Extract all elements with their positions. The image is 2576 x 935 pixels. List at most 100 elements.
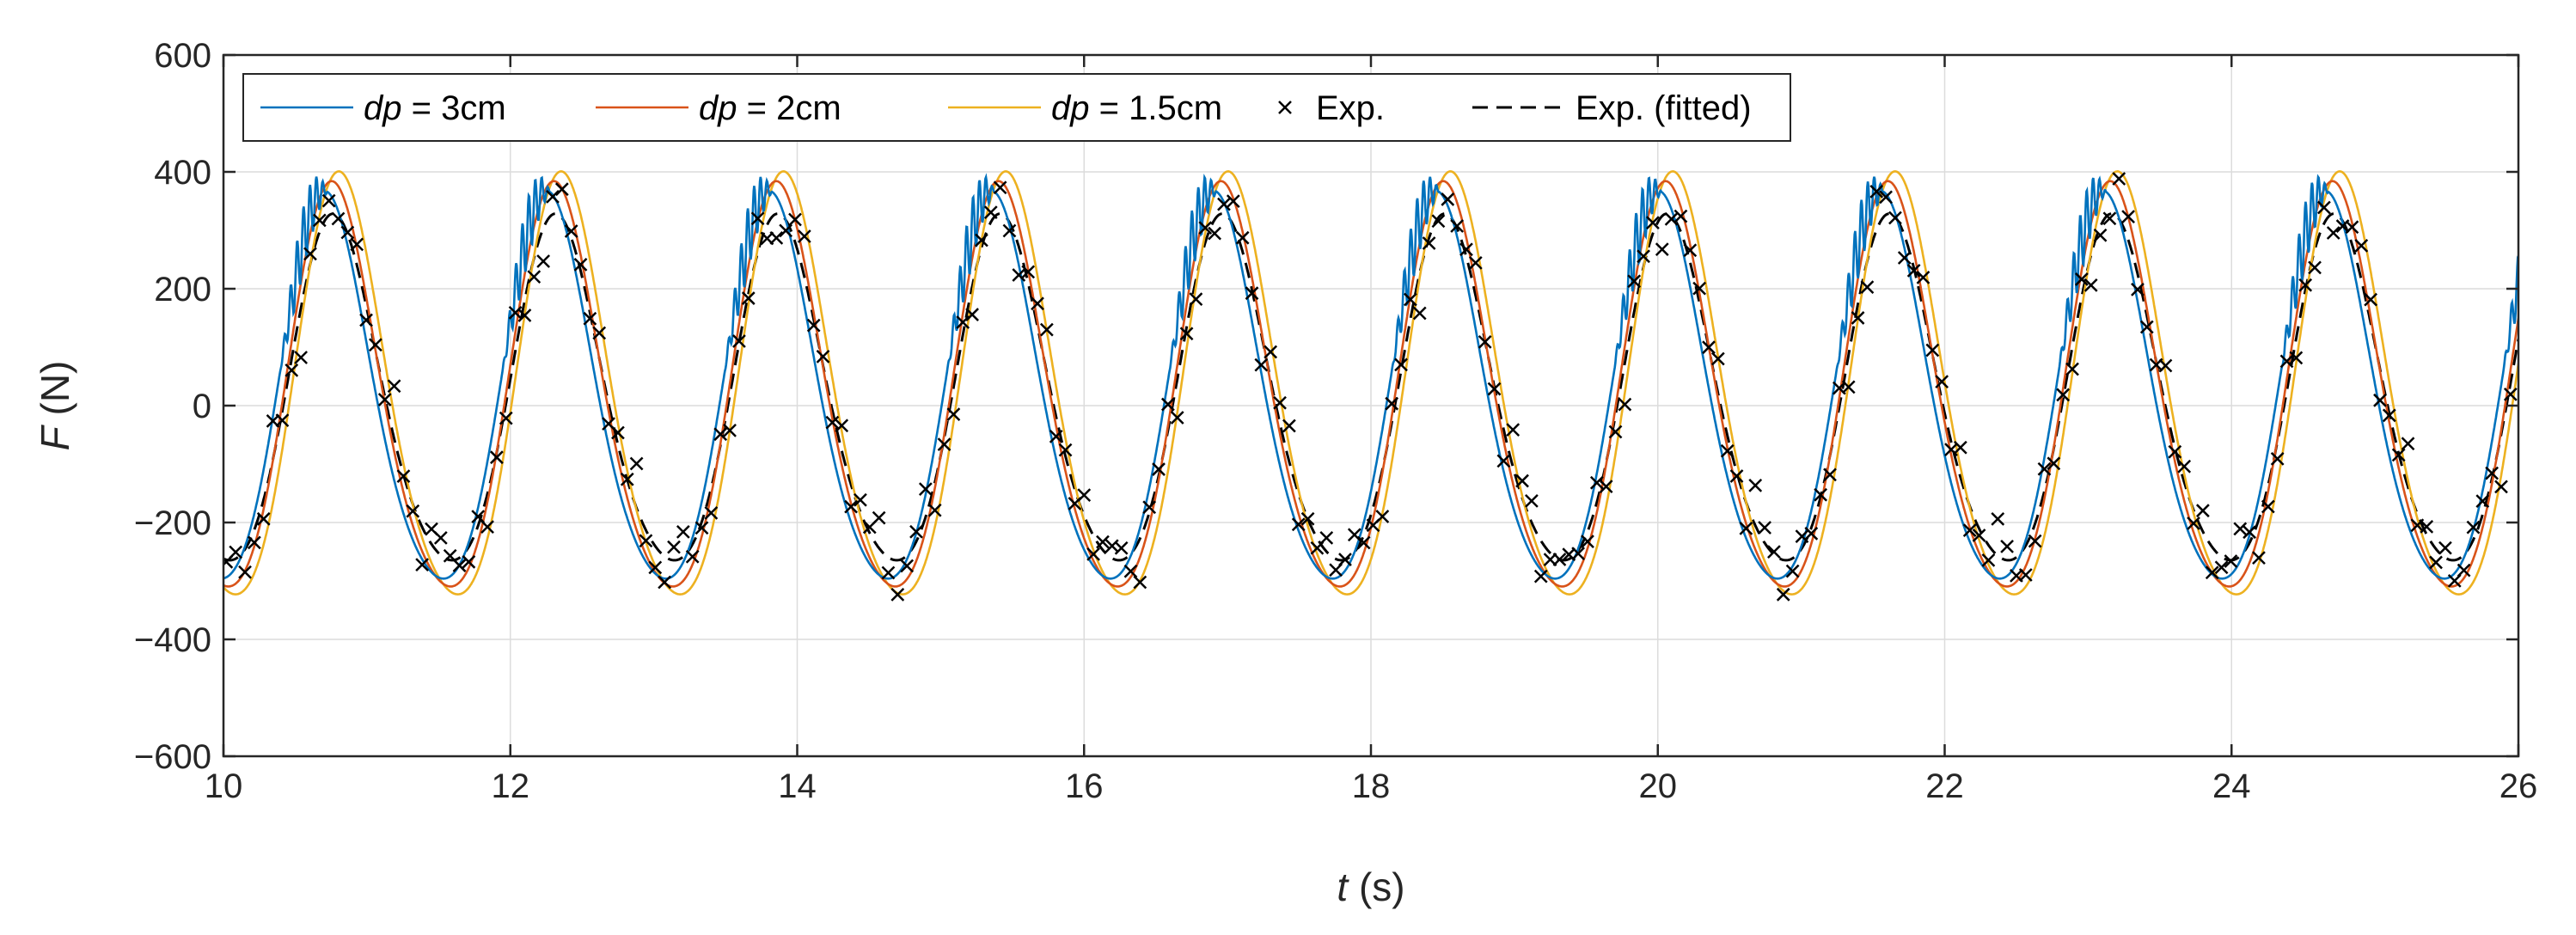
exp-marker xyxy=(946,407,961,421)
exp-marker xyxy=(1086,547,1100,561)
exp-marker xyxy=(1319,531,1334,545)
exp-marker xyxy=(2420,519,2434,534)
exp-marker xyxy=(415,558,430,572)
legend-suffix: Exp. xyxy=(1316,89,1385,127)
exp-marker xyxy=(2093,228,2108,242)
exp-marker xyxy=(2326,226,2340,240)
exp-marker xyxy=(918,482,933,497)
exp-marker xyxy=(723,424,737,437)
x-tick-label: 20 xyxy=(1639,767,1678,805)
legend: dp = 3cm dp = 2cm dp = 1.5cm Exp. Exp. (fitt… xyxy=(242,73,1791,142)
exp-marker xyxy=(1851,311,1865,325)
exp-marker xyxy=(1823,468,1837,482)
exp-marker xyxy=(1226,194,1240,209)
exp-marker xyxy=(750,211,765,226)
exp-marker xyxy=(1459,242,1473,257)
exp-marker xyxy=(993,180,1007,195)
exp-marker xyxy=(2289,351,2304,365)
exp-marker xyxy=(1767,545,1781,559)
exp-marker xyxy=(1906,263,1921,278)
exp-marker xyxy=(1795,529,1809,543)
exp-marker xyxy=(1096,535,1110,549)
exp-marker xyxy=(825,415,840,430)
exp-marker xyxy=(1533,569,1548,584)
exp-marker xyxy=(536,254,551,268)
exp-marker xyxy=(1133,575,1147,590)
exp-marker xyxy=(554,182,569,197)
exp-marker xyxy=(2279,354,2294,369)
y-tick-label: 0 xyxy=(193,388,211,425)
exp-marker xyxy=(2131,282,2145,296)
exp-marker xyxy=(2354,238,2369,253)
exp-marker xyxy=(1152,462,1166,476)
x-axis-title: t (s) xyxy=(1337,865,1404,909)
exp-marker xyxy=(854,492,867,507)
exp-marker xyxy=(1235,230,1250,245)
exp-marker xyxy=(1049,429,1063,443)
x-tick-label: 26 xyxy=(2500,767,2538,805)
exp-marker xyxy=(704,505,719,520)
exp-marker xyxy=(909,524,923,539)
legend-symbol: dp xyxy=(1051,89,1090,127)
x-tick-label: 16 xyxy=(1065,767,1104,805)
legend-item-series-exp-fitted: Exp. (fitted) xyxy=(1472,89,1752,127)
exp-marker xyxy=(2308,260,2322,275)
exp-marker xyxy=(1160,397,1175,412)
exp-marker xyxy=(741,291,756,305)
legend-swatch xyxy=(1278,101,1292,114)
exp-marker xyxy=(238,565,252,579)
exp-marker xyxy=(285,363,299,377)
exp-marker xyxy=(1655,242,1669,256)
exp-marker xyxy=(508,305,523,320)
grid-lines xyxy=(223,55,2518,756)
x-tick-label: 18 xyxy=(1352,767,1391,805)
exp-marker xyxy=(1422,236,1436,250)
exp-marker xyxy=(1021,265,1036,279)
exp-marker xyxy=(2494,480,2508,494)
exp-marker xyxy=(1710,351,1725,366)
exp-marker xyxy=(1515,474,1529,488)
y-tick-label: 600 xyxy=(154,37,211,75)
exp-marker xyxy=(1646,216,1660,230)
exp-marker xyxy=(1720,443,1735,458)
y-tick-label: −200 xyxy=(134,504,211,542)
exp-marker xyxy=(1039,322,1054,337)
legend-label: Exp. (fitted) xyxy=(1576,89,1752,127)
exp-marker xyxy=(2139,320,2154,334)
exp-marker xyxy=(1282,419,1296,433)
exp-marker xyxy=(1776,587,1790,602)
exp-marker xyxy=(1552,553,1567,566)
exp-marker xyxy=(2224,554,2238,568)
exp-marker xyxy=(406,504,420,518)
exp-marker xyxy=(2503,387,2518,401)
exp-marker xyxy=(2195,504,2210,518)
exp-marker xyxy=(359,313,373,327)
exp-marker xyxy=(975,233,988,248)
legend-symbol: dp xyxy=(699,89,737,127)
exp-marker xyxy=(1729,469,1744,483)
exp-marker xyxy=(1618,397,1632,412)
legend-suffix: Exp. (fitted) xyxy=(1576,89,1752,127)
y-axis-symbol: F xyxy=(33,424,77,450)
exp-marker xyxy=(229,545,243,559)
exp-marker xyxy=(1077,488,1092,502)
exp-marker xyxy=(1385,396,1399,411)
exp-marker xyxy=(2438,541,2452,555)
exp-marker xyxy=(2056,388,2071,402)
exp-marker xyxy=(2261,499,2275,514)
exp-marker xyxy=(713,427,728,442)
exp-marker xyxy=(312,213,327,228)
exp-marker xyxy=(1031,296,1044,311)
exp-marker xyxy=(658,575,672,590)
exp-marker xyxy=(676,524,690,539)
exp-marker xyxy=(2401,437,2415,451)
y-tick-label: −400 xyxy=(134,621,211,659)
exp-marker xyxy=(956,315,970,329)
exp-marker xyxy=(1860,280,1875,294)
legend-item-series-experimental: Exp. xyxy=(1278,89,1385,127)
x-axis-unit: (s) xyxy=(1348,865,1404,909)
legend-label: Exp. xyxy=(1316,89,1385,127)
legend-label: dp = 2cm xyxy=(699,89,841,127)
exp-marker xyxy=(387,379,401,394)
exp-marker xyxy=(732,334,746,348)
